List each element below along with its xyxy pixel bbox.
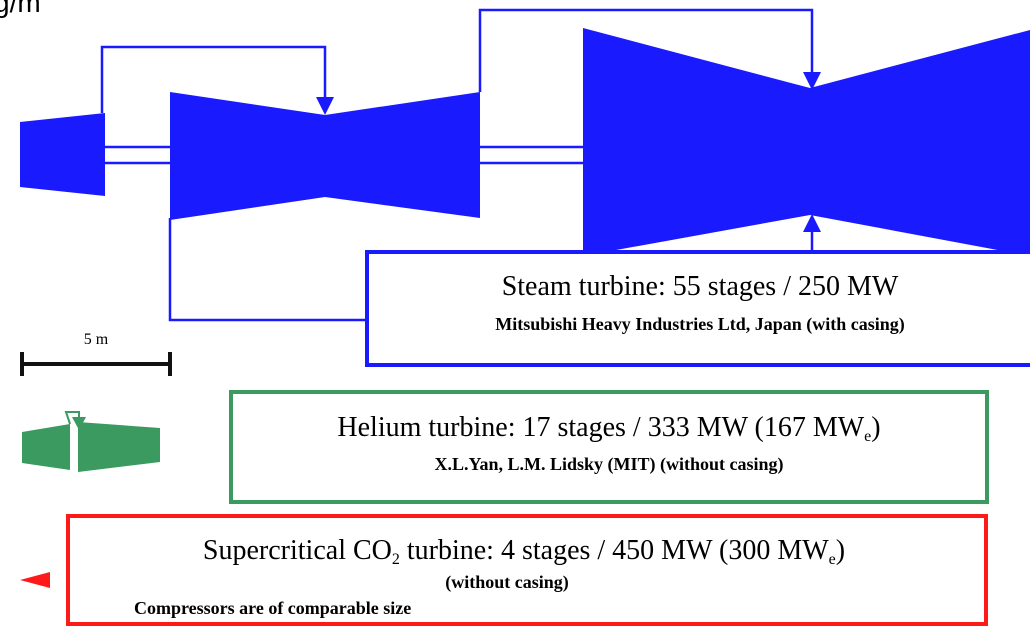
- scale-label: 5 m: [84, 331, 109, 348]
- subscript: e: [864, 428, 871, 445]
- steam-turbine: [20, 28, 1030, 256]
- co2-note: Compressors are of comparable size: [134, 598, 411, 618]
- text-part: Supercritical CO: [203, 535, 392, 566]
- helium-title: Helium turbine: 17 stages / 333 MW (167 …: [337, 412, 880, 445]
- arrow-heads: [316, 72, 821, 232]
- steam-box: [365, 250, 1030, 367]
- co2-title: Supercritical CO2 turbine: 4 stages / 45…: [203, 535, 845, 568]
- steam-subtitle: Mitsubishi Heavy Industries Ltd, Japan (…: [495, 314, 905, 335]
- co2-box: [66, 514, 988, 626]
- text-part: turbine: 4 stages / 450 MW (300 MW: [400, 535, 829, 566]
- helium-subtitle: X.L.Yan, L.M. Lidsky (MIT) (without casi…: [434, 454, 783, 475]
- text-part: ): [836, 535, 845, 566]
- text-part: ): [871, 412, 880, 443]
- subscript: e: [829, 551, 836, 568]
- steam-connectors: [100, 8, 814, 322]
- text-part: Helium turbine: 17 stages / 333 MW (167 …: [337, 412, 864, 443]
- co2-turbine: [20, 572, 50, 588]
- steam-title: Steam turbine: 55 stages / 250 MW: [502, 271, 899, 302]
- co2-subtitle: (without casing): [445, 572, 569, 593]
- scale-bar: [20, 352, 172, 376]
- corner-label: g/m: [0, 0, 41, 18]
- helium-connector: [64, 411, 80, 425]
- subscript: 2: [392, 551, 400, 568]
- helium-turbine: [22, 417, 160, 472]
- helium-box: [229, 390, 989, 504]
